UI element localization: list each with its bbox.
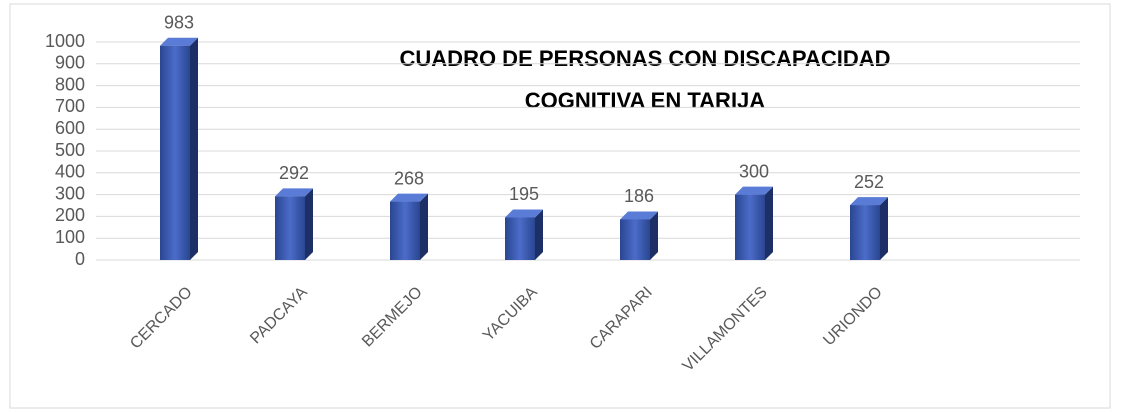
bar-top: [160, 37, 198, 46]
bar-side: [305, 188, 313, 260]
y-tick-label: 100: [55, 227, 85, 247]
bar: [505, 217, 535, 260]
data-label: 195: [509, 184, 539, 204]
bar-side: [535, 209, 543, 260]
bar: [390, 201, 420, 260]
y-tick-label: 0: [75, 249, 85, 269]
y-tick-label: 800: [55, 74, 85, 94]
y-tick-label: 400: [55, 162, 85, 182]
bar-top: [505, 209, 543, 218]
y-tick-label: 200: [55, 205, 85, 225]
bar: [275, 196, 305, 260]
bar-top: [275, 188, 313, 197]
chart-title: COGNITIVA EN TARIJA: [525, 88, 765, 113]
bar-top: [850, 197, 888, 206]
bar-side: [420, 193, 428, 260]
data-label: 983: [164, 12, 194, 32]
data-label: 268: [394, 168, 424, 188]
bar-top: [620, 211, 658, 220]
y-tick-label: 600: [55, 118, 85, 138]
bar-side: [190, 37, 198, 261]
data-label: 186: [624, 186, 654, 206]
data-label: 292: [279, 163, 309, 183]
bar-side: [880, 197, 888, 260]
bar: [620, 219, 650, 260]
bar: [735, 194, 765, 260]
y-tick-label: 500: [55, 140, 85, 160]
bar-top: [735, 186, 773, 195]
y-tick-label: 300: [55, 183, 85, 203]
y-tick-label: 1000: [45, 31, 85, 51]
bar: [850, 205, 880, 260]
bar: [160, 45, 190, 261]
bar-top: [390, 193, 428, 202]
data-label: 252: [854, 172, 884, 192]
bar-side: [650, 211, 658, 260]
bar-side: [765, 186, 773, 260]
y-tick-label: 700: [55, 96, 85, 116]
data-label: 300: [739, 161, 769, 181]
y-tick-label: 900: [55, 53, 85, 73]
chart-title: CUADRO DE PERSONAS CON DISCAPACIDAD: [400, 46, 891, 71]
